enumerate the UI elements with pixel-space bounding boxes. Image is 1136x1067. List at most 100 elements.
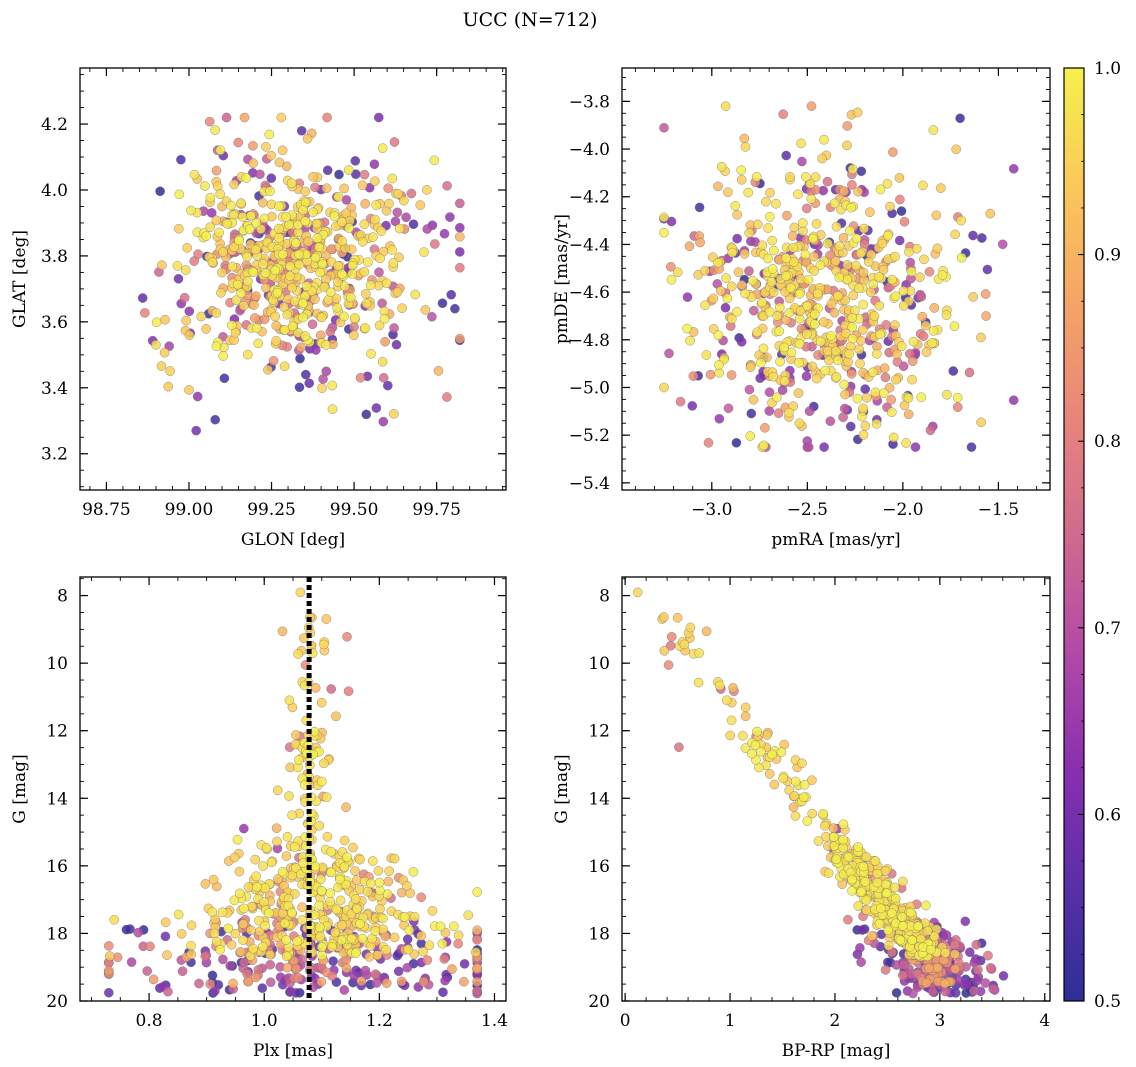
scatter-point — [672, 613, 683, 623]
scatter-point — [807, 775, 817, 785]
scatter-point — [886, 394, 896, 405]
scatter-point — [918, 331, 929, 341]
scatter-point — [880, 965, 891, 975]
scatter-point — [960, 916, 971, 927]
scatter-point — [701, 350, 712, 360]
scatter-point — [182, 243, 192, 253]
scatter-point — [361, 298, 372, 309]
scatter-point — [237, 212, 248, 222]
scatter-point — [204, 116, 215, 127]
scatter-point — [854, 344, 864, 355]
scatter-point — [260, 883, 270, 893]
scatter-point — [802, 203, 812, 214]
scatter-point — [372, 950, 383, 960]
scatter-point — [378, 924, 388, 935]
scatter-point — [764, 769, 775, 779]
scatter-point — [250, 313, 260, 323]
scatter-point — [308, 172, 318, 182]
scatter-point — [248, 141, 258, 151]
y-tick-label: 3.4 — [41, 379, 68, 399]
scatter-point — [888, 432, 899, 443]
scatter-point — [334, 169, 344, 180]
scatter-point — [781, 253, 791, 263]
scatter-point — [151, 317, 162, 328]
scatter-point — [666, 274, 677, 285]
scatter-point — [284, 695, 295, 706]
scatter-point — [437, 938, 448, 949]
scatter-point — [233, 137, 243, 148]
scatter-point — [659, 212, 669, 223]
scatter-point — [842, 274, 853, 285]
scatter-point — [133, 927, 143, 938]
scatter-point — [769, 245, 779, 256]
scatter-point — [809, 266, 819, 276]
scatter-point — [807, 361, 817, 372]
scatter-point — [806, 194, 817, 204]
scatter-point — [896, 206, 907, 216]
scatter-point — [266, 173, 277, 183]
scatter-point — [847, 164, 858, 174]
y-tick-label: 3.8 — [41, 247, 68, 267]
scatter-point — [290, 296, 300, 307]
scatter-point — [847, 886, 857, 896]
scatter-point — [875, 329, 885, 340]
scatter-point — [339, 862, 350, 872]
scatter-point — [941, 310, 952, 320]
scatter-point — [740, 702, 751, 713]
scatter-point — [286, 178, 297, 188]
scatter-point — [880, 866, 891, 876]
x-tick-label: 1.0 — [251, 1011, 278, 1031]
scatter-point — [287, 907, 297, 918]
scatter-point — [246, 925, 256, 936]
scatter-point — [882, 178, 893, 189]
scatter-point — [860, 421, 871, 431]
scatter-point — [251, 871, 261, 882]
scatter-point — [192, 391, 203, 402]
scatter-point — [241, 173, 252, 183]
scatter-point — [708, 293, 719, 304]
scatter-point — [327, 404, 338, 414]
scatter-point — [790, 776, 801, 787]
scatter-point — [374, 320, 385, 331]
scatter-point — [921, 900, 931, 911]
scatter-point — [238, 919, 248, 929]
x-tick-label: 1 — [725, 1011, 736, 1031]
scatter-point — [818, 808, 828, 819]
scatter-point — [765, 187, 775, 198]
scatter-point — [856, 335, 866, 346]
scatter-point — [215, 145, 226, 155]
scatter-point — [234, 866, 245, 877]
scatter-point — [768, 287, 779, 298]
scatter-point — [890, 251, 900, 262]
scatter-point — [245, 224, 255, 234]
scatter-point — [778, 109, 788, 119]
scatter-point — [846, 421, 856, 432]
scatter-point — [803, 442, 814, 452]
scatter-point — [756, 746, 766, 757]
scatter-point — [254, 915, 264, 926]
scatter-point — [279, 918, 290, 929]
scatter-point — [969, 986, 979, 996]
scatter-point — [790, 811, 801, 821]
scatter-point — [371, 403, 382, 413]
scatter-point — [701, 626, 712, 637]
scatter-point — [921, 978, 932, 988]
scatter-point — [238, 300, 249, 311]
scatter-point — [737, 280, 747, 290]
scatter-point — [796, 138, 806, 149]
scatter-point — [763, 253, 773, 264]
scatter-point — [763, 223, 773, 233]
scatter-point — [840, 389, 850, 400]
scatter-point — [246, 211, 256, 221]
scatter-point — [675, 396, 686, 407]
scatter-point — [666, 632, 677, 642]
scatter-point — [855, 943, 865, 953]
scatter-point — [276, 112, 287, 123]
scatter-point — [379, 314, 390, 324]
scatter-point — [793, 388, 804, 398]
scatter-point — [310, 294, 320, 305]
scatter-point — [784, 308, 794, 318]
scatter-point — [235, 947, 246, 957]
scatter-point — [239, 823, 249, 834]
scatter-point — [472, 925, 482, 936]
